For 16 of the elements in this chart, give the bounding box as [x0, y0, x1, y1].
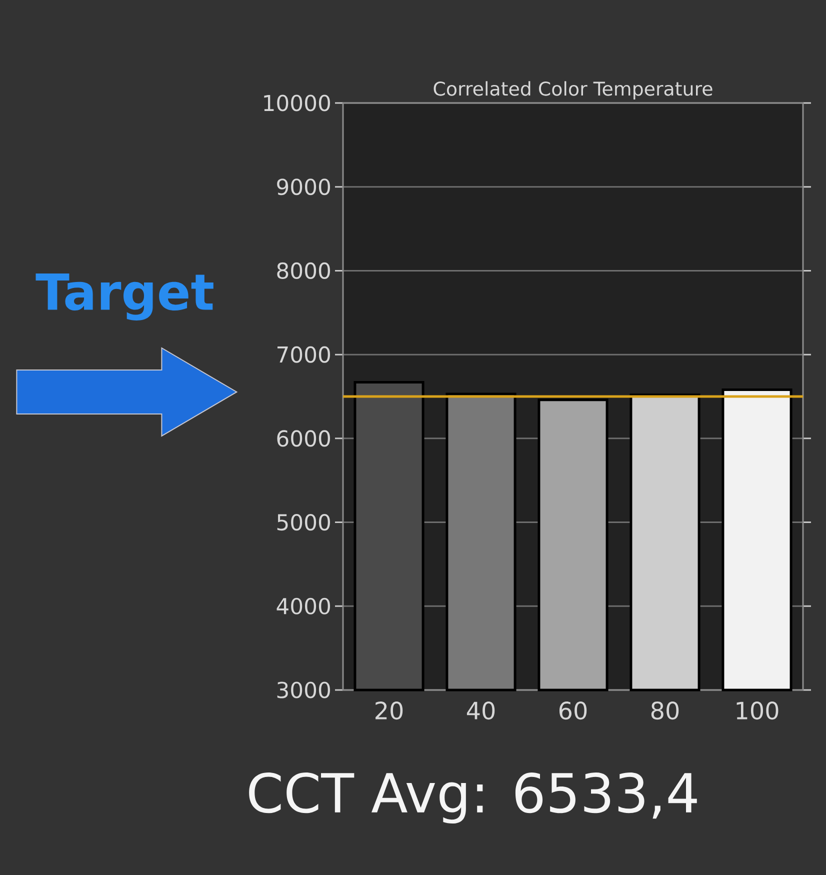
y-tick-label: 5000 [277, 514, 330, 531]
y-tick-label: 6000 [277, 430, 330, 447]
x-tick-label: 20 [376, 702, 403, 720]
y-tick-label: 7000 [278, 346, 330, 363]
text: CCT Avg: 6533,4 [249, 772, 697, 824]
text: Target [36, 273, 214, 321]
x-tick-label: 100 [736, 702, 778, 720]
y-tick-label: 4000 [276, 598, 330, 614]
x-tick-label: 40 [466, 702, 495, 720]
x-tick-label: 80 [651, 702, 679, 720]
y-tick-label: 10000 [264, 94, 330, 112]
x-tick-label: 60 [559, 702, 587, 720]
y-tick-label: 3000 [277, 682, 330, 698]
y-tick-label: 9000 [277, 178, 330, 196]
chart-title: Correlated Color Temperature [434, 81, 712, 100]
y-tick-label: 8000 [277, 262, 330, 279]
